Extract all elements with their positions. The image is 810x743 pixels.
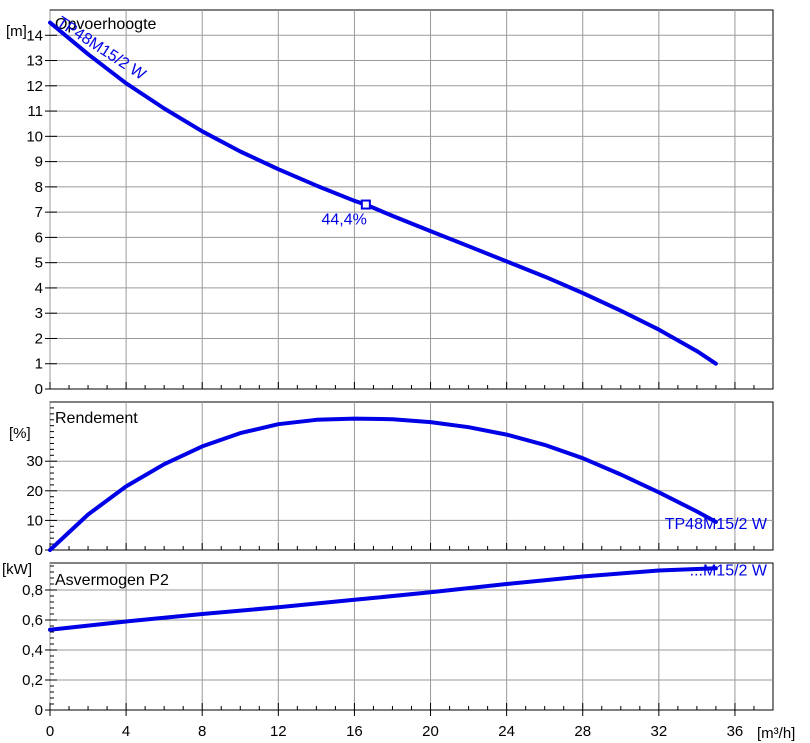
power-y-ticks: 0 0,2 0,4 0,6 0,8 — [22, 582, 50, 719]
power-plot-area — [49, 562, 774, 711]
efficiency-grid — [49, 401, 774, 551]
head-y-tick-label: 10 — [26, 128, 43, 145]
efficiency-curve-label: TP48M15/2 W — [665, 516, 768, 533]
x-tick-label: 16 — [346, 723, 363, 740]
power-curve — [48, 566, 718, 632]
power-unit-label: [kW] — [2, 561, 32, 578]
power-y-tick-label: 0,8 — [22, 582, 43, 599]
power-panel-title: Asvermogen P2 — [55, 572, 169, 589]
x-tick-label: 4 — [122, 723, 130, 740]
head-y-tick-label: 13 — [26, 53, 43, 70]
duty-point-label: 44,4% — [321, 212, 366, 229]
efficiency-panel-title: Rendement — [55, 410, 138, 427]
power-panel: 0 0,2 0,4 0,6 0,8 [kW] Asvermogen P2 ...M15/… — [2, 561, 774, 719]
x-tick-label: 8 — [198, 723, 206, 740]
head-y-tick-label: 11 — [27, 103, 43, 120]
duty-point-marker — [360, 199, 371, 210]
x-tick-label: 32 — [650, 723, 667, 740]
power-y-tick-label: 0 — [35, 702, 43, 719]
efficiency-plot-area — [49, 401, 774, 551]
head-y-tick-label: 12 — [26, 78, 43, 95]
power-curve-label: ...M15/2 W — [690, 562, 768, 579]
x-tick-label: 28 — [574, 723, 591, 740]
x-axis-unit-label: [m³/h] — [757, 725, 795, 742]
efficiency-y-ticks: 0 10 20 30 — [26, 453, 50, 559]
head-y-tick-label: 1 — [35, 356, 43, 373]
head-y-tick-label: 7 — [35, 204, 43, 221]
head-y-tick-label: 5 — [35, 255, 43, 272]
power-y-tick-label: 0,4 — [22, 642, 43, 659]
efficiency-panel: 0 10 20 30 [%] Rendement TP48M15/2 W — [9, 401, 774, 559]
head-y-tick-label: 14 — [26, 27, 43, 44]
efficiency-y-tick-label: 10 — [26, 512, 43, 529]
efficiency-y-tick-label: 30 — [26, 453, 43, 470]
efficiency-curve — [48, 416, 718, 552]
head-y-tick-label: 4 — [35, 280, 43, 297]
head-y-tick-label: 6 — [35, 229, 43, 246]
x-tick-label: 36 — [727, 723, 744, 740]
head-curve — [48, 20, 718, 366]
power-grid — [49, 563, 774, 711]
x-tick-label: 20 — [422, 723, 439, 740]
head-y-tick-label: 8 — [35, 179, 43, 196]
efficiency-unit-label: [%] — [9, 425, 31, 442]
power-y-tick-label: 0,2 — [22, 672, 43, 689]
head-y-tick-label: 9 — [35, 154, 43, 171]
x-tick-label: 24 — [498, 723, 515, 740]
power-y-tick-label: 0,6 — [22, 612, 43, 629]
efficiency-y-tick-label: 20 — [26, 483, 43, 500]
x-tick-label: 12 — [270, 723, 287, 740]
head-y-tick-label: 3 — [35, 305, 43, 322]
head-panel-title: Opvoerhoogte — [55, 16, 157, 33]
head-y-tick-label: 0 — [35, 381, 43, 398]
x-tick-label: 0 — [46, 723, 54, 740]
efficiency-y-tick-label: 0 — [35, 542, 43, 559]
head-y-tick-label: 2 — [35, 330, 43, 347]
x-axis-ticks: 0 4 8 12 16 20 24 28 32 36 — [46, 710, 743, 740]
head-unit-label: [m] — [6, 23, 27, 40]
